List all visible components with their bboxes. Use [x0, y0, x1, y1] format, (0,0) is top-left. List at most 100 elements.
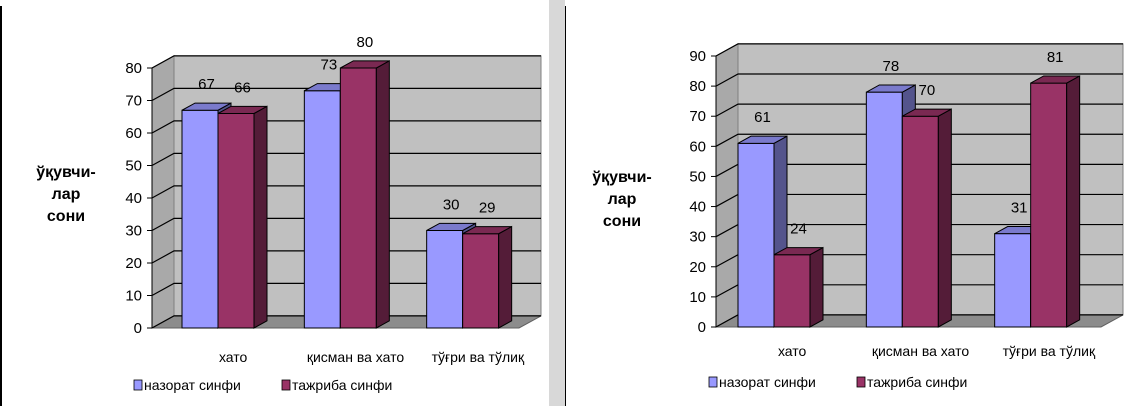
y-tick-label: 80	[689, 78, 706, 95]
data-label: 78	[882, 58, 899, 75]
gridline	[151, 120, 541, 134]
y-tick-label: 10	[125, 288, 142, 305]
gridline	[715, 73, 1123, 87]
data-label: 29	[479, 200, 496, 217]
gridline	[151, 282, 541, 297]
legend-label: тажриба синфи	[867, 374, 967, 390]
gridline	[715, 133, 1123, 147]
y-tick-label: 60	[689, 138, 706, 155]
bar-front	[303, 90, 341, 329]
chart-panel-left: 0 10 20 30 40 50 60 70 80 ўқувчи-лар сони 67 66 хато 7…	[0, 6, 549, 406]
plot-side-wall	[715, 43, 739, 328]
bar-top	[217, 105, 268, 114]
bar-top	[426, 222, 476, 231]
bar-front	[426, 230, 464, 329]
bar-front	[339, 67, 377, 329]
bar-front	[773, 254, 811, 328]
bar-experiment	[462, 225, 513, 329]
chart-left: 0 10 20 30 40 50 60 70 80 ўқувчи-лар сони 67 66 хато 7…	[36, 34, 542, 393]
bar-side	[937, 108, 952, 328]
bar-top	[1030, 75, 1080, 84]
bar-front	[1030, 82, 1068, 328]
y-axis-label-line: ўқувчи-	[36, 164, 95, 181]
gridline	[151, 217, 541, 232]
legend-swatch	[708, 376, 718, 388]
y-tick-label: 70	[125, 93, 142, 110]
gridline	[151, 185, 541, 199]
chart-right: 0 10 20 30 40 50 60 70 80 90 ўқувчи-лар сони 61 24 хат…	[592, 43, 1124, 390]
bar-side	[375, 60, 390, 329]
gridline	[715, 43, 1123, 57]
legend-label: назорат синфи	[144, 377, 241, 393]
y-tick-label: 10	[689, 289, 706, 306]
bar-experiment	[217, 105, 268, 329]
data-label: 70	[918, 82, 935, 99]
bar-front	[181, 109, 219, 329]
y-tick-label: 20	[125, 255, 142, 272]
data-label: 73	[320, 57, 337, 74]
bar-side	[253, 105, 268, 329]
x-category-label: қисман ва хато	[307, 349, 405, 365]
legend-label: назорат синфи	[719, 374, 816, 390]
y-tick-label: 20	[689, 259, 706, 276]
bar-experiment	[1030, 75, 1081, 328]
data-label: 61	[754, 109, 771, 126]
y-tick-label: 80	[125, 60, 142, 77]
x-category-label: қисман ва хато	[872, 343, 970, 359]
bar-side	[809, 246, 824, 328]
y-axis-label-line: сони	[47, 208, 85, 225]
x-category-label: тўғри ва тўлиқ	[432, 349, 525, 365]
bar-front	[901, 115, 939, 328]
bar-top	[737, 135, 788, 144]
y-tick-label: 40	[125, 190, 142, 207]
bar-front	[865, 91, 903, 328]
data-label: 81	[1047, 49, 1064, 66]
x-category-label: хато	[778, 343, 807, 359]
y-tick-label: 0	[134, 320, 142, 337]
legend-label: тажриба синфи	[292, 377, 392, 393]
data-label: 66	[234, 79, 251, 96]
bar-top	[866, 84, 916, 93]
legend-swatch	[281, 379, 291, 391]
bar-experiment	[773, 246, 824, 328]
data-label: 24	[790, 221, 807, 238]
y-tick-label: 60	[125, 125, 142, 142]
x-category-label: тўғри ва тўлиқ	[1003, 343, 1096, 359]
x-category-label: хато	[219, 349, 248, 365]
y-tick-label: 30	[689, 229, 706, 246]
y-tick-label: 50	[125, 158, 142, 175]
bar-experiment	[339, 60, 390, 329]
y-tick-label: 0	[698, 319, 706, 336]
bar-side	[498, 225, 513, 329]
bar-top	[181, 102, 232, 111]
y-tick-label: 40	[689, 199, 706, 216]
bar-front	[737, 142, 775, 328]
y-axis-label-line: лар	[608, 191, 637, 208]
y-tick-label: 30	[125, 223, 142, 240]
bar-side	[1066, 75, 1081, 328]
bar-top	[340, 60, 390, 69]
chart-panel-right: 0 10 20 30 40 50 60 70 80 90 ўқувчи-лар сони 61 24 хат…	[565, 6, 1131, 406]
y-axis-label-line: лар	[52, 186, 81, 203]
gridline	[151, 152, 541, 167]
bar-front	[462, 233, 500, 329]
data-label: 30	[443, 196, 460, 213]
bar-top	[902, 108, 952, 117]
bar-experiment	[901, 108, 952, 328]
bar-front	[994, 233, 1032, 328]
legend-swatch	[133, 379, 143, 391]
gridline	[151, 87, 541, 102]
y-axis-label-line: сони	[603, 213, 641, 230]
bar-top	[462, 226, 512, 235]
gridline	[151, 315, 541, 329]
gridline	[715, 103, 1123, 117]
y-axis-label-line: ўқувчи-	[592, 169, 651, 186]
data-label: 80	[356, 34, 373, 51]
gridline	[151, 250, 541, 264]
y-tick-label: 70	[689, 108, 706, 125]
data-label: 31	[1011, 200, 1028, 217]
bar-top	[773, 247, 824, 256]
y-tick-label: 90	[689, 48, 706, 65]
panel-divider	[549, 0, 565, 406]
gridline	[151, 55, 541, 69]
